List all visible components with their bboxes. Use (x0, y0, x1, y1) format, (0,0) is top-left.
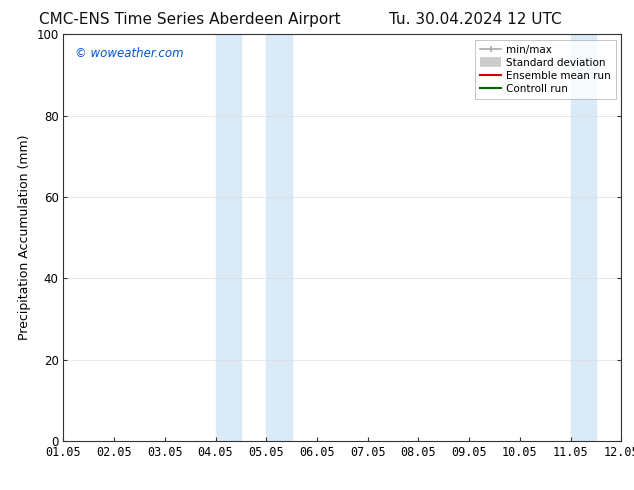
Text: Tu. 30.04.2024 12 UTC: Tu. 30.04.2024 12 UTC (389, 12, 562, 27)
Bar (621, 34, 634, 441)
Bar (571, 34, 596, 441)
Text: © woweather.com: © woweather.com (75, 47, 183, 59)
Bar (216, 34, 241, 441)
Bar (266, 34, 292, 441)
Text: CMC-ENS Time Series Aberdeen Airport: CMC-ENS Time Series Aberdeen Airport (39, 12, 341, 27)
Legend: min/max, Standard deviation, Ensemble mean run, Controll run: min/max, Standard deviation, Ensemble me… (475, 40, 616, 99)
Y-axis label: Precipitation Accumulation (mm): Precipitation Accumulation (mm) (18, 135, 30, 341)
